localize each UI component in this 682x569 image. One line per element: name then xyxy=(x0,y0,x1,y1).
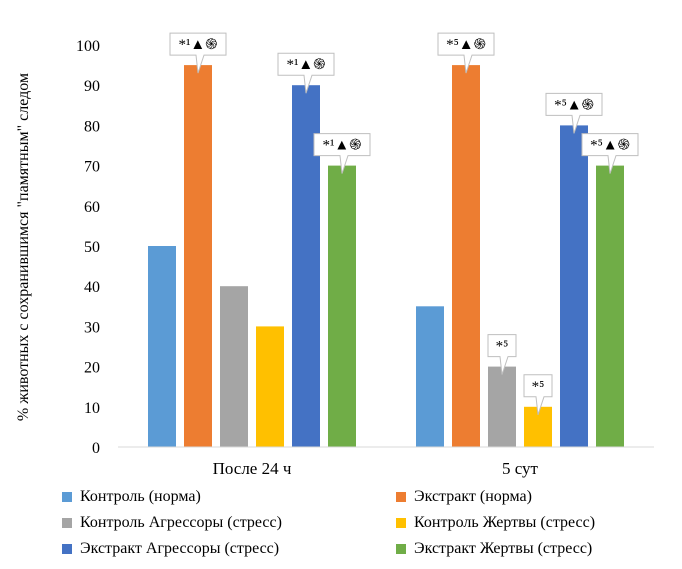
y-tick-label: 80 xyxy=(84,118,100,135)
annotation-label: *¹▲֍ xyxy=(322,138,361,154)
legend-item: Экстракт (норма) xyxy=(396,487,532,507)
annotation-callout: *⁵▲֍ xyxy=(437,32,495,74)
y-tick-label: 0 xyxy=(92,440,100,457)
y-tick-label: 40 xyxy=(84,279,100,296)
bar xyxy=(184,65,212,447)
annotation-callout: *¹▲֍ xyxy=(277,52,335,94)
annotation-callout: *⁵▲֍ xyxy=(545,92,603,134)
callout-box xyxy=(169,32,227,74)
bars xyxy=(148,65,624,448)
annotation-callout: *⁵ xyxy=(487,334,517,375)
bar xyxy=(220,286,248,447)
y-tick-label: 100 xyxy=(76,38,100,55)
legend-item: Контроль Жертвы (стресс) xyxy=(396,513,595,533)
y-tick-label: 70 xyxy=(84,159,100,176)
legend-swatch xyxy=(62,518,72,528)
y-tick-label: 60 xyxy=(84,199,100,216)
annotation-label: *⁵▲֍ xyxy=(590,138,630,154)
annotation-label: *⁵ xyxy=(532,379,545,395)
bar-chart: 0 10 20 30 40 50 60 70 80 90 100 % животных с сохр… xyxy=(15,32,654,478)
legend-swatch xyxy=(396,492,406,502)
callout-box xyxy=(545,92,603,134)
bar xyxy=(560,125,588,448)
callout-box xyxy=(523,374,553,415)
category-label: 5 сут xyxy=(502,459,539,478)
bar xyxy=(328,165,356,447)
bar xyxy=(488,366,516,447)
legend-item: Контроль (норма) xyxy=(62,487,201,507)
annotation-label: *¹▲֍ xyxy=(286,57,325,73)
callout-box xyxy=(437,32,495,74)
y-tick-label: 90 xyxy=(84,78,100,95)
legend-swatch xyxy=(62,544,72,554)
bar xyxy=(416,306,444,447)
annotation-callout: *¹▲֍ xyxy=(313,133,371,174)
y-axis: 0 10 20 30 40 50 60 70 80 90 100 xyxy=(76,38,100,457)
callout-box xyxy=(277,52,335,94)
bar xyxy=(452,65,480,447)
category-label: После 24 ч xyxy=(213,459,292,478)
annotations: *¹▲֍ *¹▲֍ *¹▲֍ *⁵▲֍ *⁵ *⁵ *⁵▲֍ *⁵▲֍ xyxy=(169,32,639,415)
legend-item: Контроль Агрессоры (стресс) xyxy=(62,513,282,533)
bar xyxy=(596,165,624,447)
legend: Контроль (норма) Экстракт (норма) Контроль… xyxy=(0,487,682,567)
y-tick-label: 20 xyxy=(84,360,100,377)
legend-item: Экстракт Жертвы (стресс) xyxy=(396,539,592,559)
legend-label: Экстракт (норма) xyxy=(414,488,532,505)
bar xyxy=(256,326,284,447)
category-labels: После 24 ч 5 сут xyxy=(213,459,539,478)
legend-label: Контроль Агрессоры (стресс) xyxy=(80,514,282,531)
y-axis-label: % животных с сохранившимся "памятным" сл… xyxy=(15,73,32,421)
callout-box xyxy=(581,133,639,174)
legend-label: Экстракт Жертвы (стресс) xyxy=(414,540,593,557)
annotation-label: *¹▲֍ xyxy=(178,37,217,53)
legend-swatch xyxy=(396,518,406,528)
legend-swatch xyxy=(396,544,406,554)
legend-label: Контроль Жертвы (стресс) xyxy=(414,514,596,531)
legend-swatch xyxy=(62,492,72,502)
legend-label: Контроль (норма) xyxy=(80,488,201,505)
annotation-label: *⁵ xyxy=(496,339,509,355)
y-tick-label: 50 xyxy=(84,239,100,256)
annotation-callout: *⁵▲֍ xyxy=(581,133,639,174)
callout-box xyxy=(313,133,371,174)
y-tick-label: 10 xyxy=(84,400,100,417)
legend-item: Экстракт Агрессоры (стресс) xyxy=(62,539,279,559)
annotation-label: *⁵▲֍ xyxy=(554,97,594,113)
callout-box xyxy=(487,334,517,375)
y-tick-label: 30 xyxy=(84,319,100,336)
annotation-callout: *⁵ xyxy=(523,374,553,415)
annotation-callout: *¹▲֍ xyxy=(169,32,227,74)
legend-label: Экстракт Агрессоры (стресс) xyxy=(80,540,280,557)
annotation-label: *⁵▲֍ xyxy=(446,37,486,53)
bar xyxy=(148,246,176,447)
